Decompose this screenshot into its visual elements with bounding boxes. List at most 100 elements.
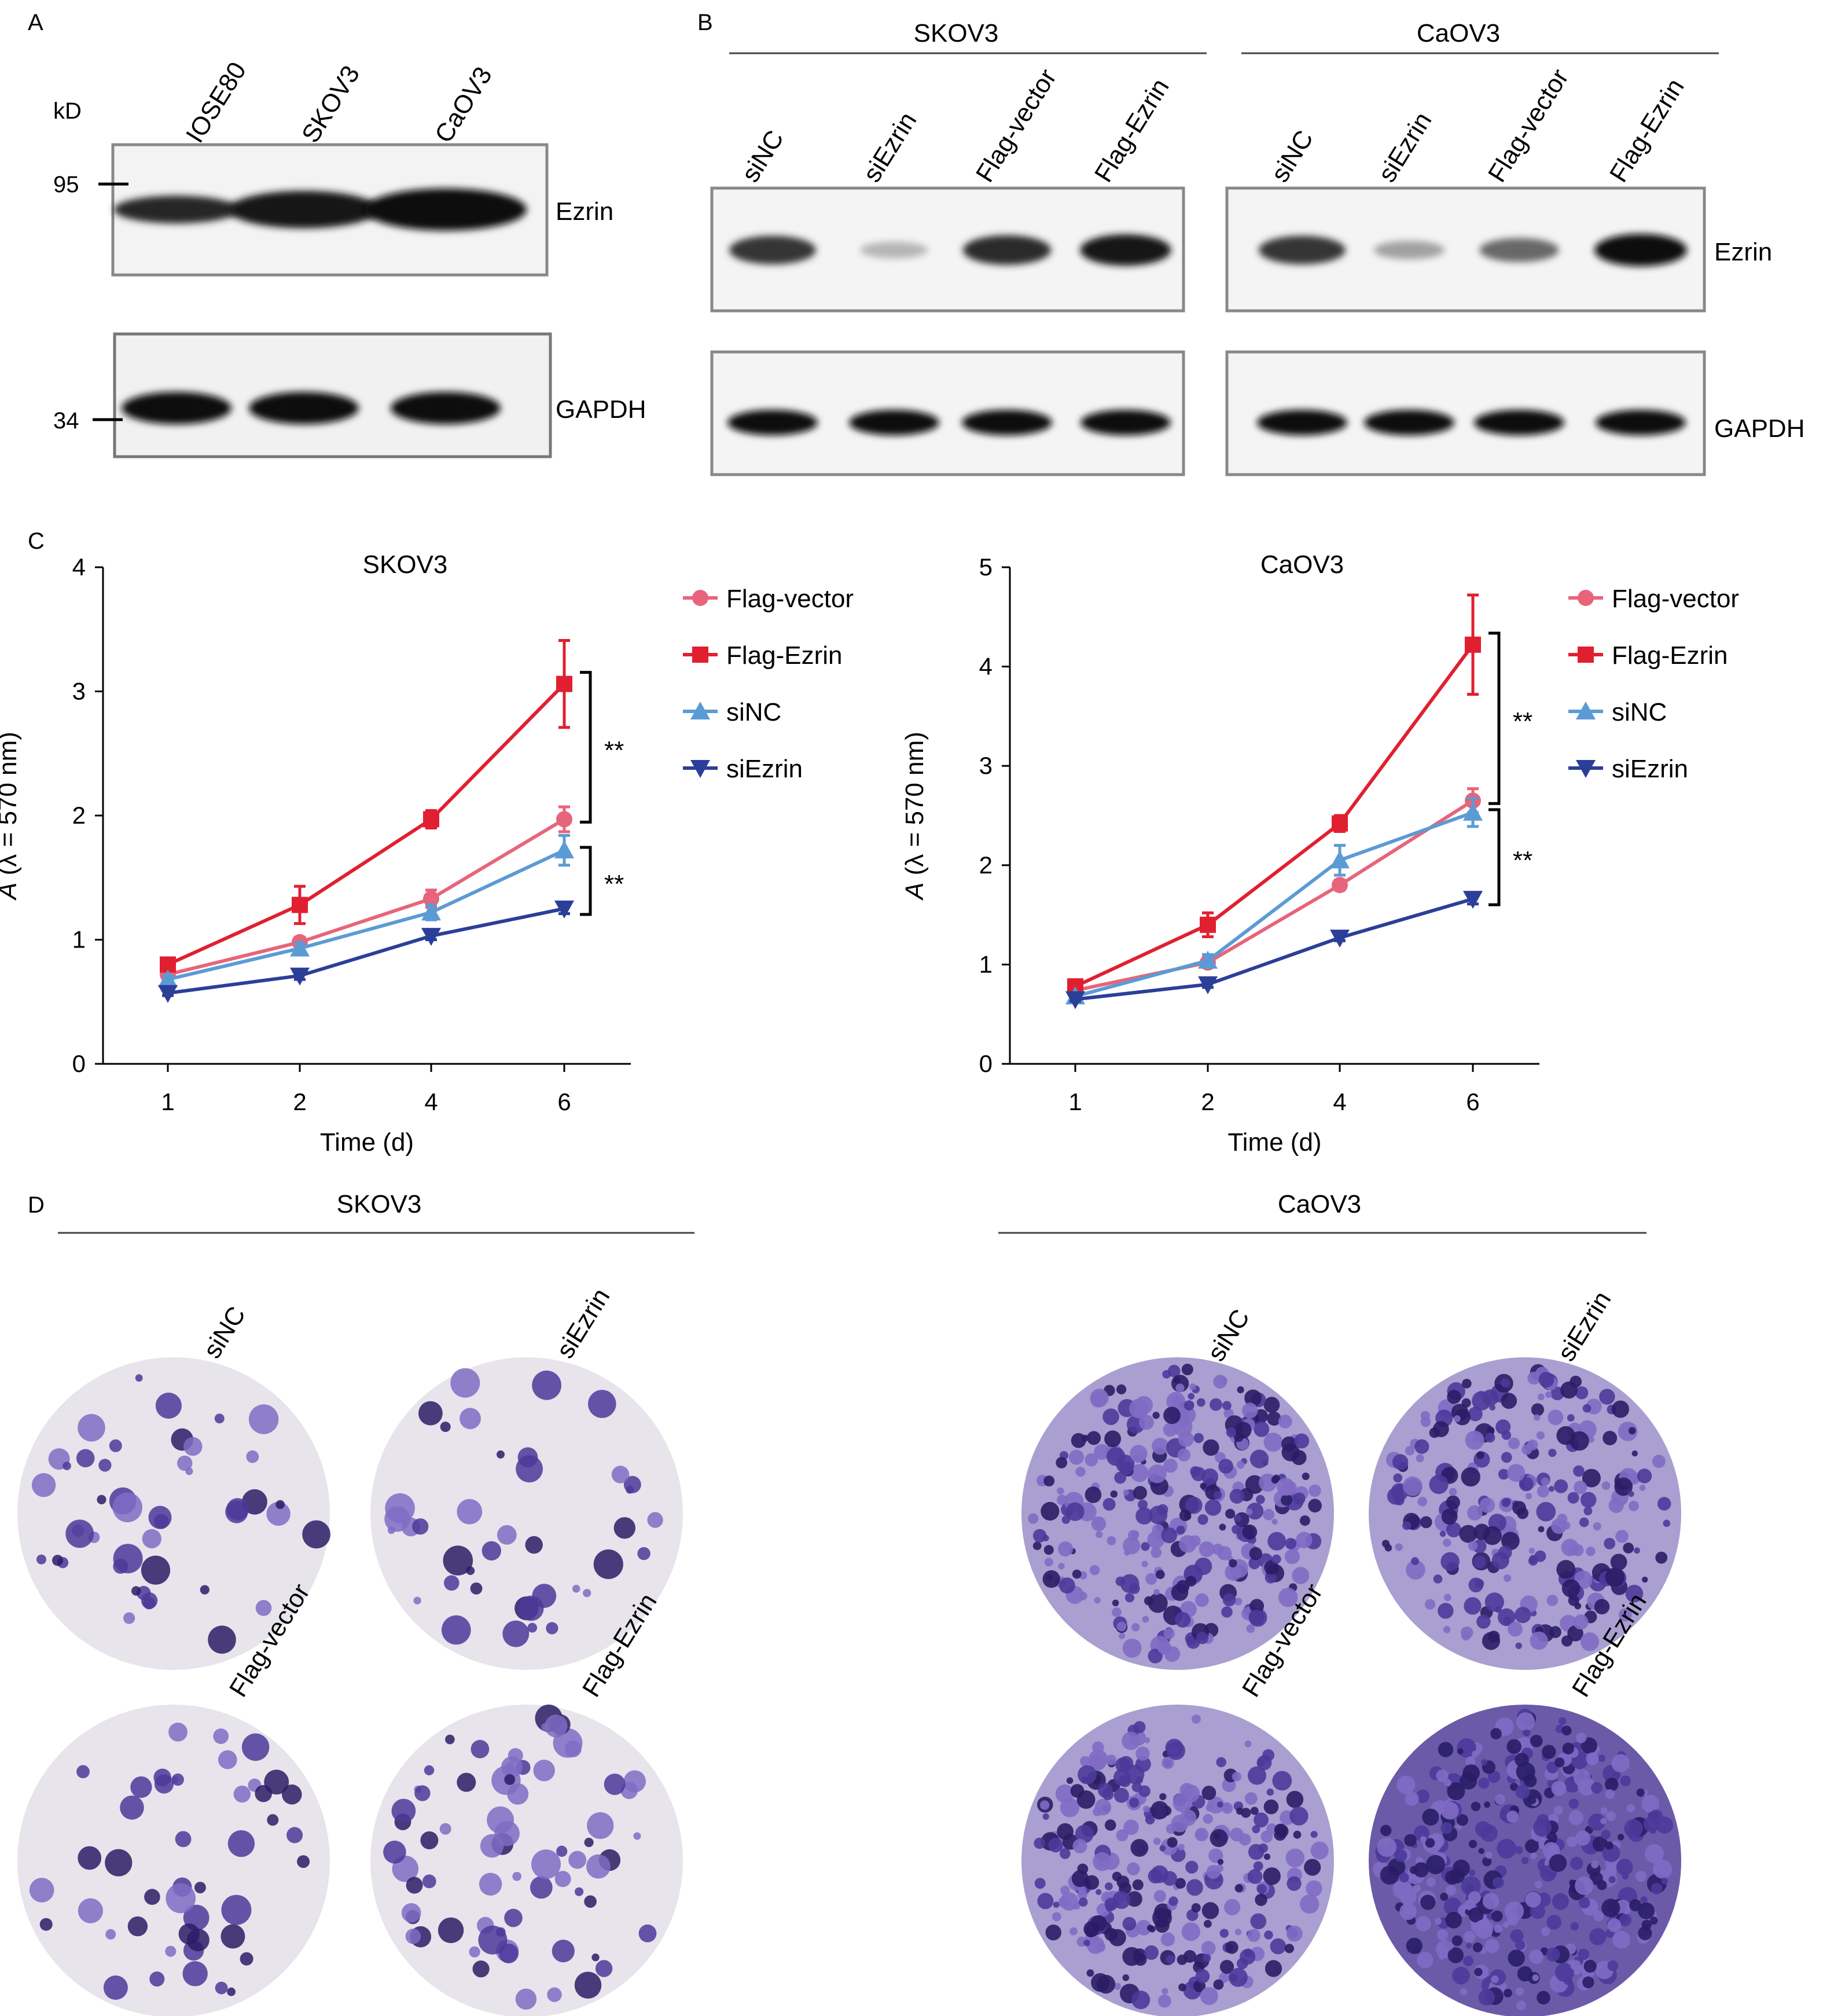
colony bbox=[267, 1814, 279, 1826]
colony bbox=[479, 1872, 502, 1896]
colony bbox=[1264, 1930, 1273, 1940]
colony bbox=[1116, 1621, 1127, 1632]
colony bbox=[1252, 1825, 1260, 1834]
colony bbox=[1604, 1537, 1616, 1549]
colony bbox=[1057, 1541, 1074, 1557]
colony bbox=[1110, 1490, 1118, 1498]
colony bbox=[1618, 1422, 1638, 1441]
colony bbox=[1576, 1732, 1587, 1743]
colony bbox=[1484, 1801, 1491, 1808]
point-flag-ezrin-6 bbox=[1465, 636, 1481, 653]
colony bbox=[1229, 1559, 1237, 1567]
y-axis-label: A (λ = 570 nm) bbox=[0, 732, 22, 901]
colony bbox=[1462, 1764, 1480, 1782]
colony bbox=[1420, 1836, 1427, 1843]
b-lane-label-caov3-siezrin: siEzrin bbox=[1373, 107, 1438, 187]
colony bbox=[1210, 1398, 1222, 1411]
x-tick-label: 4 bbox=[1333, 1088, 1346, 1115]
colony bbox=[1246, 1624, 1255, 1633]
colony bbox=[1115, 1576, 1126, 1587]
colony bbox=[1399, 1903, 1417, 1920]
colony bbox=[1163, 1628, 1175, 1639]
colony bbox=[1592, 1836, 1608, 1852]
colony bbox=[1515, 1642, 1522, 1649]
colony bbox=[1113, 1787, 1129, 1803]
legend-marker bbox=[1576, 702, 1596, 719]
colony bbox=[1271, 1554, 1281, 1564]
colony bbox=[1284, 1549, 1300, 1565]
colony bbox=[1304, 1859, 1321, 1876]
colony bbox=[1181, 1364, 1193, 1375]
colony bbox=[1436, 1769, 1449, 1782]
colony bbox=[166, 1883, 196, 1914]
colony bbox=[1138, 1500, 1148, 1510]
b-ezrin-band-caov3-flag-vector bbox=[1479, 238, 1559, 262]
colony bbox=[78, 1846, 102, 1870]
colony bbox=[1501, 1393, 1517, 1409]
colony bbox=[1060, 1848, 1071, 1859]
colony bbox=[1443, 1538, 1451, 1547]
colony bbox=[1234, 1598, 1243, 1606]
colony bbox=[1167, 1741, 1185, 1760]
colony bbox=[1152, 1438, 1169, 1455]
colony bbox=[1413, 1862, 1429, 1878]
colony bbox=[1586, 1752, 1599, 1765]
colony bbox=[1248, 1766, 1266, 1785]
colony bbox=[1087, 1431, 1101, 1445]
colony bbox=[424, 1765, 435, 1776]
point-siezrin-4 bbox=[421, 928, 441, 946]
colony bbox=[1546, 1595, 1558, 1606]
colony bbox=[1417, 1952, 1434, 1969]
colony bbox=[1656, 1816, 1673, 1834]
panel-d: SKOV3 CaOV3 siNC siEzrin Flag-vector Flag-E… bbox=[17, 1190, 1681, 2016]
plate-skov3-siezrin: siEzrin bbox=[370, 1283, 683, 1670]
colony bbox=[1176, 1580, 1190, 1593]
colony bbox=[638, 1924, 657, 1942]
colony bbox=[130, 1776, 152, 1798]
colony bbox=[65, 1519, 94, 1548]
colony bbox=[504, 1774, 516, 1785]
colony bbox=[1266, 1789, 1274, 1796]
colony bbox=[1106, 1447, 1126, 1466]
significance-label: ** bbox=[1513, 846, 1532, 875]
colony bbox=[1270, 1938, 1287, 1955]
legend-label: Flag-Ezrin bbox=[726, 641, 843, 670]
panel-a: kD IOSE80 SKOV3 CaOV3 95 34 Ezrin GAPDH bbox=[53, 57, 646, 458]
colony bbox=[572, 1585, 580, 1593]
lane-label-iose80: IOSE80 bbox=[181, 57, 252, 148]
colony bbox=[472, 1960, 490, 1978]
colony bbox=[1524, 1774, 1537, 1787]
gapdh-band-skov3 bbox=[249, 392, 359, 424]
colony bbox=[1445, 1885, 1456, 1896]
colony bbox=[1273, 1474, 1280, 1482]
colony bbox=[1052, 1912, 1061, 1922]
colony bbox=[1429, 1475, 1449, 1494]
point-sinc-4 bbox=[421, 902, 441, 921]
series-flag-ezrin bbox=[1067, 593, 1481, 995]
colony bbox=[1573, 1465, 1585, 1477]
colony bbox=[1441, 1508, 1458, 1525]
colony bbox=[450, 1368, 480, 1398]
colony bbox=[1247, 1503, 1264, 1520]
colony bbox=[478, 1925, 508, 1955]
colony bbox=[1573, 1614, 1589, 1630]
plate-caov3-flag-vector: Flag-vector bbox=[1021, 1579, 1334, 2016]
colony bbox=[1399, 1872, 1409, 1883]
colony bbox=[1155, 1570, 1165, 1580]
colony bbox=[1501, 1532, 1520, 1551]
colony bbox=[1199, 1541, 1215, 1558]
colony bbox=[1433, 1574, 1443, 1584]
colony bbox=[588, 1390, 616, 1418]
colony bbox=[1310, 1841, 1329, 1860]
colony bbox=[1163, 1407, 1181, 1424]
colony bbox=[1149, 1505, 1168, 1525]
colony bbox=[1195, 1829, 1206, 1840]
colony bbox=[1257, 1758, 1265, 1767]
point-flag-ezrin-2 bbox=[1200, 916, 1216, 933]
colony bbox=[1286, 1925, 1303, 1942]
colony bbox=[1653, 1859, 1673, 1879]
colony bbox=[1449, 1488, 1457, 1496]
colony bbox=[248, 1404, 279, 1434]
colony bbox=[1076, 1790, 1096, 1809]
colony bbox=[240, 1952, 253, 1966]
